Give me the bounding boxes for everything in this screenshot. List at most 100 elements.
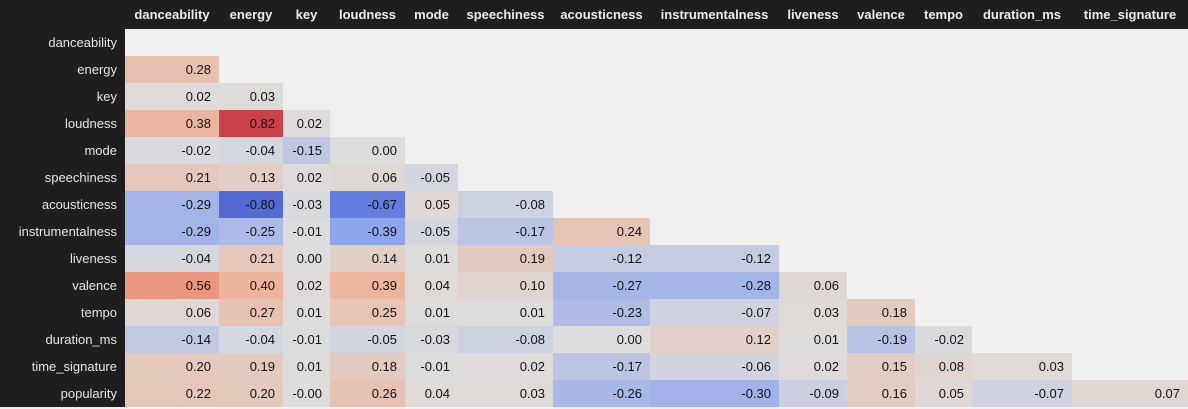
- heatmap-cell-energy-danceability: 0.28: [125, 56, 219, 83]
- heatmap-cell-instrumentalness-energy: -0.25: [219, 218, 283, 245]
- heatmap-cell-duration_ms-valence: -0.19: [847, 326, 915, 353]
- heatmap-cell-key-energy: 0.03: [219, 83, 283, 110]
- row-header-duration_ms: duration_ms: [0, 326, 125, 353]
- heatmap-cell-liveness-mode: 0.01: [405, 245, 458, 272]
- heatmap-cell-time_signature-liveness: 0.02: [779, 353, 847, 380]
- heatmap-cell-liveness-key: 0.00: [283, 245, 330, 272]
- heatmap-cell-popularity-instrumentalness: -0.30: [650, 380, 779, 407]
- row-header-instrumentalness: instrumentalness: [0, 218, 125, 245]
- heatmap-cell-tempo-mode: 0.01: [405, 299, 458, 326]
- heatmap-cell-tempo-instrumentalness: -0.07: [650, 299, 779, 326]
- heatmap-cell-duration_ms-speechiness: -0.08: [458, 326, 553, 353]
- heatmap-cell-time_signature-instrumentalness: -0.06: [650, 353, 779, 380]
- heatmap-cell-valence-mode: 0.04: [405, 272, 458, 299]
- heatmap-cell-time_signature-duration_ms: 0.03: [972, 353, 1072, 380]
- row-header-speechiness: speechiness: [0, 164, 125, 191]
- heatmap-cell-tempo-liveness: 0.03: [779, 299, 847, 326]
- heatmap-cell-instrumentalness-speechiness: -0.17: [458, 218, 553, 245]
- row-header-tempo: tempo: [0, 299, 125, 326]
- heatmap-cell-duration_ms-danceability: -0.14: [125, 326, 219, 353]
- heatmap-cell-popularity-acousticness: -0.26: [553, 380, 650, 407]
- heatmap-cell-mode-energy: -0.04: [219, 137, 283, 164]
- heatmap-cell-tempo-speechiness: 0.01: [458, 299, 553, 326]
- heatmap-cell-mode-key: -0.15: [283, 137, 330, 164]
- heatmap-cell-mode-loudness: 0.00: [330, 137, 405, 164]
- column-header-danceability: danceability: [125, 0, 219, 29]
- heatmap-cell-liveness-instrumentalness: -0.12: [650, 245, 779, 272]
- heatmap-cell-popularity-key: -0.00: [283, 380, 330, 407]
- heatmap-cell-popularity-liveness: -0.09: [779, 380, 847, 407]
- heatmap-cell-duration_ms-mode: -0.03: [405, 326, 458, 353]
- row-header-valence: valence: [0, 272, 125, 299]
- heatmap-cell-tempo-acousticness: -0.23: [553, 299, 650, 326]
- heatmap-cell-duration_ms-acousticness: 0.00: [553, 326, 650, 353]
- row-header-loudness: loudness: [0, 110, 125, 137]
- heatmap-cell-tempo-key: 0.01: [283, 299, 330, 326]
- heatmap-cell-duration_ms-key: -0.01: [283, 326, 330, 353]
- heatmap-cell-valence-acousticness: -0.27: [553, 272, 650, 299]
- heatmap-cell-popularity-valence: 0.16: [847, 380, 915, 407]
- heatmap-cell-duration_ms-loudness: -0.05: [330, 326, 405, 353]
- heatmap-cell-liveness-acousticness: -0.12: [553, 245, 650, 272]
- heatmap-cell-popularity-loudness: 0.26: [330, 380, 405, 407]
- heatmap-cell-valence-key: 0.02: [283, 272, 330, 299]
- heatmap-cell-instrumentalness-key: -0.01: [283, 218, 330, 245]
- heatmap-cell-time_signature-tempo: 0.08: [915, 353, 972, 380]
- heatmap-cell-time_signature-key: 0.01: [283, 353, 330, 380]
- row-header-key: key: [0, 83, 125, 110]
- heatmap-cell-popularity-time_signature: 0.07: [1072, 380, 1188, 407]
- heatmap-cell-speechiness-loudness: 0.06: [330, 164, 405, 191]
- row-header-energy: energy: [0, 56, 125, 83]
- row-header-acousticness: acousticness: [0, 191, 125, 218]
- heatmap-cell-acousticness-loudness: -0.67: [330, 191, 405, 218]
- heatmap-cell-tempo-loudness: 0.25: [330, 299, 405, 326]
- heatmap-cell-liveness-loudness: 0.14: [330, 245, 405, 272]
- heatmap-cell-instrumentalness-danceability: -0.29: [125, 218, 219, 245]
- heatmap-cell-key-danceability: 0.02: [125, 83, 219, 110]
- heatmap-cell-loudness-energy: 0.82: [219, 110, 283, 137]
- heatmap-cell-instrumentalness-mode: -0.05: [405, 218, 458, 245]
- heatmap-cell-valence-loudness: 0.39: [330, 272, 405, 299]
- column-header-valence: valence: [847, 0, 915, 29]
- column-header-energy: energy: [219, 0, 283, 29]
- heatmap-cell-duration_ms-instrumentalness: 0.12: [650, 326, 779, 353]
- heatmap-cell-tempo-danceability: 0.06: [125, 299, 219, 326]
- heatmap-cell-valence-instrumentalness: -0.28: [650, 272, 779, 299]
- column-header-mode: mode: [405, 0, 458, 29]
- heatmap-cell-popularity-mode: 0.04: [405, 380, 458, 407]
- heatmap-cell-popularity-speechiness: 0.03: [458, 380, 553, 407]
- heatmap-cell-valence-liveness: 0.06: [779, 272, 847, 299]
- heatmap-cell-duration_ms-energy: -0.04: [219, 326, 283, 353]
- column-header-instrumentalness: instrumentalness: [650, 0, 779, 29]
- heatmap-cell-popularity-tempo: 0.05: [915, 380, 972, 407]
- heatmap-cell-tempo-valence: 0.18: [847, 299, 915, 326]
- row-header-liveness: liveness: [0, 245, 125, 272]
- heatmap-cell-liveness-danceability: -0.04: [125, 245, 219, 272]
- column-header-key: key: [283, 0, 330, 29]
- heatmap-cell-tempo-energy: 0.27: [219, 299, 283, 326]
- heatmap-cell-speechiness-danceability: 0.21: [125, 164, 219, 191]
- heatmap-cell-speechiness-key: 0.02: [283, 164, 330, 191]
- row-header-time_signature: time_signature: [0, 353, 125, 380]
- heatmap-cell-acousticness-key: -0.03: [283, 191, 330, 218]
- heatmap-cell-valence-energy: 0.40: [219, 272, 283, 299]
- corner-cell: [0, 0, 125, 29]
- heatmap-cell-duration_ms-liveness: 0.01: [779, 326, 847, 353]
- column-header-tempo: tempo: [915, 0, 972, 29]
- column-header-duration_ms: duration_ms: [972, 0, 1072, 29]
- heatmap-cell-popularity-duration_ms: -0.07: [972, 380, 1072, 407]
- row-header-popularity: popularity: [0, 380, 125, 407]
- heatmap-cell-time_signature-loudness: 0.18: [330, 353, 405, 380]
- heatmap-cell-valence-danceability: 0.56: [125, 272, 219, 299]
- heatmap-cell-acousticness-mode: 0.05: [405, 191, 458, 218]
- heatmap-cell-time_signature-mode: -0.01: [405, 353, 458, 380]
- heatmap-cell-acousticness-speechiness: -0.08: [458, 191, 553, 218]
- column-header-acousticness: acousticness: [553, 0, 650, 29]
- heatmap-cell-acousticness-danceability: -0.29: [125, 191, 219, 218]
- heatmap-cell-mode-danceability: -0.02: [125, 137, 219, 164]
- heatmap-cell-loudness-key: 0.02: [283, 110, 330, 137]
- heatmap-cell-instrumentalness-acousticness: 0.24: [553, 218, 650, 245]
- heatmap-cell-duration_ms-tempo: -0.02: [915, 326, 972, 353]
- row-header-mode: mode: [0, 137, 125, 164]
